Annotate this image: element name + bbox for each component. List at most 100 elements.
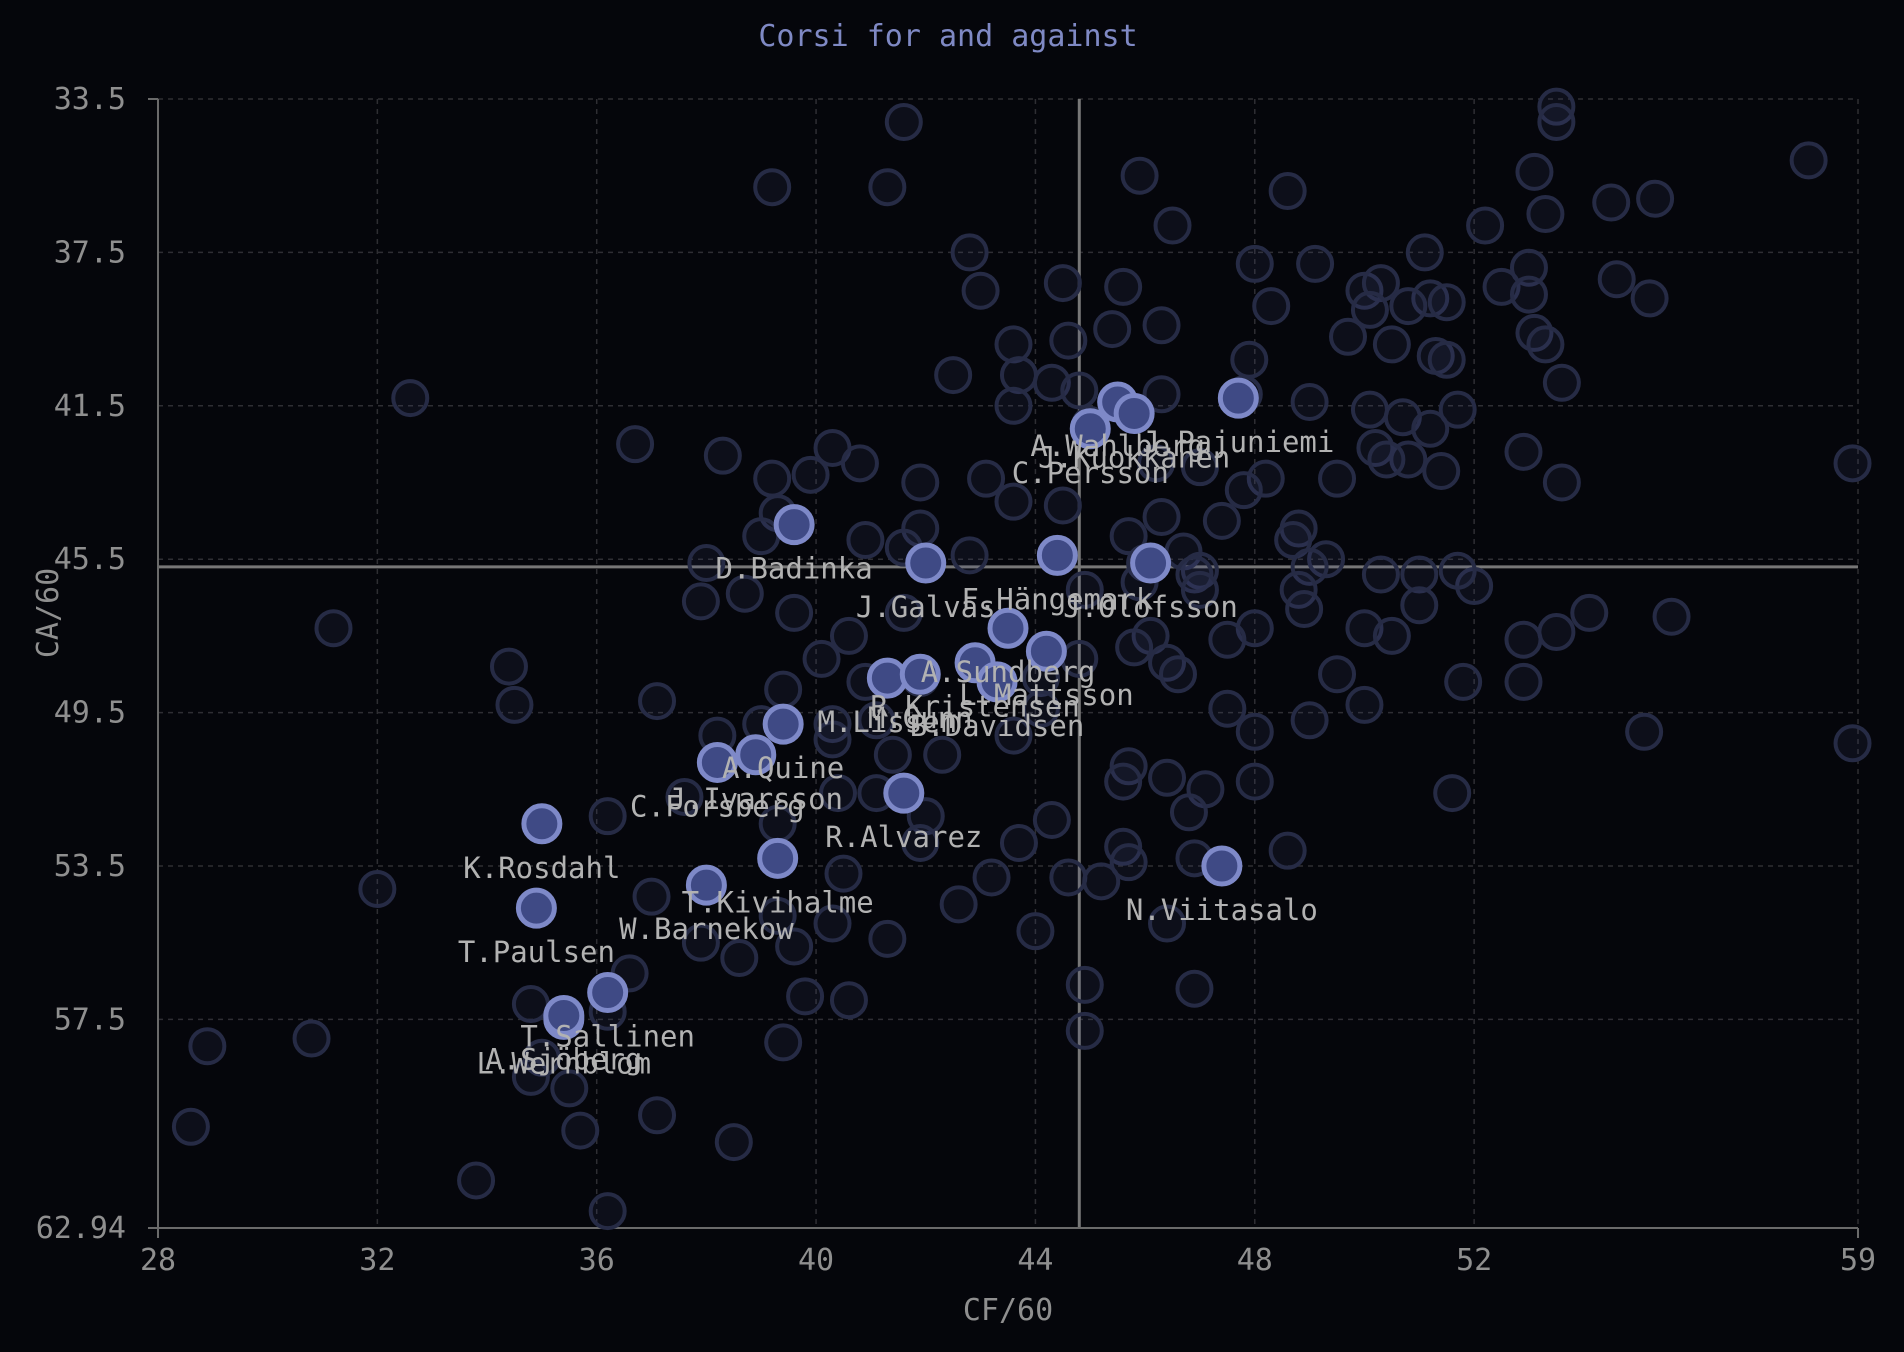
player-label: R.Kristensen [870,690,1080,724]
y-tick-label: 33.5 [54,82,126,117]
background-point [1526,195,1565,234]
highlighted-point [1201,845,1243,887]
background-point [1504,662,1543,701]
background-point [188,1027,227,1066]
background-point [714,1123,753,1162]
background-point [665,777,704,816]
background-point [391,379,430,418]
background-point [1537,613,1576,652]
player-label: A.Wahlberg [1030,429,1205,463]
background-point [1032,800,1071,839]
background-point [1509,275,1548,314]
background-point [819,774,857,813]
background-point [813,720,852,759]
x-tick-label: 59 [1840,1243,1876,1278]
background-point [775,927,814,966]
background-point [1636,179,1675,218]
tick-labels: 28 32 36 40 44 48 52 59 33.5 37.5 41.5 45.5 49.5 53.5… [36,82,1876,1278]
background-point [358,869,397,908]
background-point [687,544,726,583]
background-point [934,356,973,395]
player-label: J.Olofsson [1063,590,1238,624]
background-point [1630,279,1669,318]
background-point [994,716,1033,755]
player-label: T.Paulsen [458,935,615,969]
background-point [292,1019,331,1058]
player-label: C.Forsberg [630,789,805,823]
background-point [1016,912,1055,951]
background-point [753,459,792,498]
background-point [1345,685,1384,724]
background-point [813,904,852,943]
background-point [884,593,923,632]
background-point [1318,655,1357,694]
background-point [632,877,671,916]
background-point [1208,620,1247,659]
background-point [1290,701,1329,740]
background-point [1109,517,1148,556]
x-tick-label: 32 [359,1243,395,1278]
player-label: A.Quine [722,751,844,785]
background-point [550,1069,589,1108]
player-label: A.Sjöberg [485,1043,642,1077]
highlighted-point [1113,392,1155,434]
background-point [1833,724,1872,763]
background-point [720,939,759,978]
background-point [638,682,677,721]
background-point [1504,432,1543,471]
background-point [1400,555,1439,594]
background-point [1268,831,1307,870]
x-tick-label: 48 [1237,1243,1273,1278]
background-point [994,386,1033,425]
background-point [786,977,825,1016]
background-point [1274,521,1313,560]
background-point [1466,206,1505,245]
background-point [1833,444,1872,483]
highlighted-point [757,837,799,879]
background-point [1504,620,1543,659]
background-point [1509,248,1548,287]
background-point [1208,689,1247,728]
background-point [725,574,764,613]
background-point [1065,570,1104,609]
background-point [1175,969,1214,1008]
background-point [791,455,830,494]
background-point [1411,409,1450,448]
background-point [1148,904,1187,943]
background-point [994,482,1033,521]
background-point [742,517,781,556]
highlighted-point [987,607,1029,649]
background-point [588,1192,627,1231]
background-point [1159,655,1197,694]
background-point [961,271,1000,310]
player-label: F.Hängemark [961,582,1154,616]
background-point [972,858,1011,897]
x-tick-label: 44 [1017,1243,1053,1278]
player-label: T.Sallinen [520,1020,695,1054]
background-point [1438,551,1477,590]
background-point [1169,793,1208,832]
highlighted-point [696,741,738,783]
background-point [1137,444,1176,483]
highlighted-point [1069,408,1111,450]
player-label: R.Alvarez [825,820,982,854]
player-label: C.Persson [1012,456,1169,490]
background-point [1367,440,1406,479]
background-point [802,639,841,678]
y-tick-label: 57.5 [54,1002,126,1037]
background-point [1789,141,1828,180]
background-point [1252,287,1291,326]
background-point [1235,244,1274,283]
background-point [1389,287,1428,326]
background-point [1120,156,1159,195]
player-label: M.Lissen [818,705,958,739]
background-point [1372,325,1411,364]
background-point [1109,843,1148,882]
player-label: J.Ivarsson [668,782,843,816]
background-point [840,444,879,483]
player-label: L.Wernblom [477,1046,652,1080]
background-point [1570,593,1609,632]
highlighted-point [905,542,947,584]
background-point [1082,862,1121,901]
